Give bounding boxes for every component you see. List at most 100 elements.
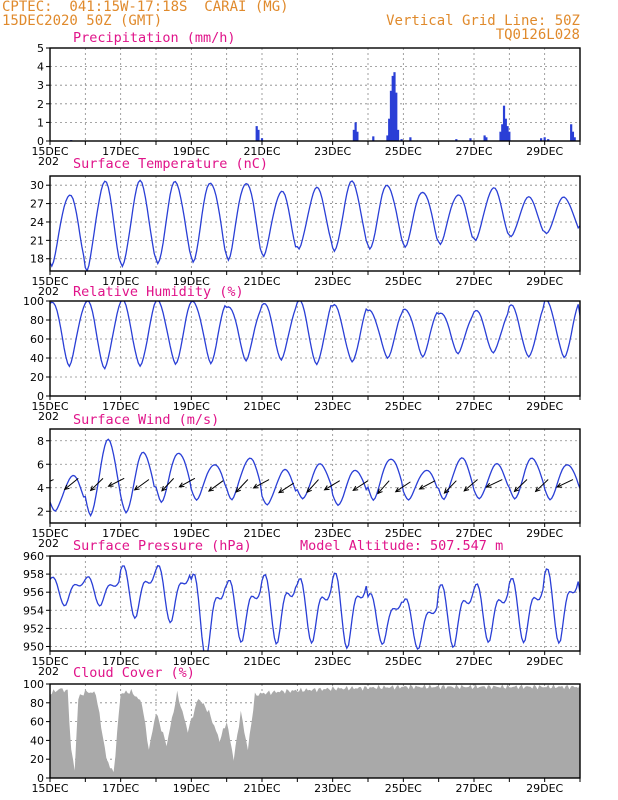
y-tick-label: 27 xyxy=(30,198,44,211)
wind-arrow-shaft xyxy=(419,480,436,490)
wind-arrow-head xyxy=(352,485,359,491)
x-tick-label: 17DEC xyxy=(102,782,139,795)
panel-6: 0 20 40 60 80 100 15DEC 17DEC 19DEC 21DEC 23DEC 25D… xyxy=(23,665,581,795)
panel-data xyxy=(50,564,580,651)
wind-arrow xyxy=(50,479,54,482)
wind-arrow-shaft xyxy=(90,477,104,491)
x-tick-label: 15DEC xyxy=(31,527,68,540)
x-tick-label: 17DEC xyxy=(102,400,139,413)
x-tick-label: 21DEC xyxy=(243,400,280,413)
wind-arrow xyxy=(463,479,478,492)
wind-arrow-shaft xyxy=(108,477,125,487)
y-tick-label: 20 xyxy=(30,753,44,766)
wind-arrow-head xyxy=(534,486,541,493)
y-tick-label: 2 xyxy=(37,505,44,518)
wind-arrow-shaft xyxy=(556,479,574,488)
panel-frame xyxy=(49,428,581,524)
series-line xyxy=(50,301,580,371)
x-tick-label: 27DEC xyxy=(455,527,492,540)
x-tick-label: 15DEC xyxy=(31,400,68,413)
panel-frame xyxy=(49,300,581,397)
precip-bar xyxy=(508,131,511,141)
precip-bar xyxy=(356,131,359,141)
wind-arrow-head xyxy=(252,483,259,489)
precip-bar xyxy=(388,118,391,141)
precip-bar xyxy=(393,72,396,141)
header-date: 15DEC2020 50Z (GMT) xyxy=(2,13,163,29)
precip-bar xyxy=(502,105,506,141)
y-tick-label: 8 xyxy=(37,435,44,448)
precip-bar xyxy=(543,137,546,141)
x-tick-label: 19DEC xyxy=(173,655,210,668)
wind-arrow xyxy=(394,481,411,493)
wind-arrow-shaft xyxy=(486,479,503,488)
y-tick-label: 40 xyxy=(30,734,44,747)
wind-arrow xyxy=(513,479,528,493)
wind-arrow-shaft xyxy=(444,480,457,494)
wind-arrow-shaft xyxy=(179,477,196,488)
precip-bar xyxy=(255,126,258,141)
x-tick-label: 23DEC xyxy=(314,655,351,668)
wind-arrow xyxy=(63,477,79,491)
panel-1: 0 1 2 3 4 5 15DEC 17DEC 19DEC 21DEC 23DEC 25DEC 27DE… xyxy=(31,30,581,168)
x-tick-label: 25DEC xyxy=(385,145,422,158)
panel-3: 0 20 40 60 80 100 15DEC 17DEC 19DEC 21DEC 23DEC 25D… xyxy=(23,284,581,423)
x-tick-label: 29DEC xyxy=(526,527,563,540)
wind-arrow-head xyxy=(306,487,312,494)
precip-bar xyxy=(573,137,576,141)
wind-arrow-head xyxy=(107,481,114,487)
wind-arrow xyxy=(443,480,457,494)
x-year-label: 202 xyxy=(38,285,59,298)
precip-bar xyxy=(386,135,389,141)
y-tick-label: 100 xyxy=(23,295,44,308)
y-tick-label: 80 xyxy=(30,697,44,710)
wind-arrow-shaft xyxy=(208,480,224,492)
wind-arrow xyxy=(252,479,270,489)
x-tick-label: 21DEC xyxy=(243,655,280,668)
panel-data xyxy=(50,684,580,778)
wind-arrow-head xyxy=(323,485,330,491)
x-tick-label: 25DEC xyxy=(385,782,422,795)
wind-arrow xyxy=(377,480,390,495)
wind-arrow xyxy=(323,480,340,491)
y-tick-label: 60 xyxy=(30,716,44,729)
x-tick-label: 17DEC xyxy=(102,527,139,540)
precip-bar xyxy=(257,129,260,141)
x-tick-label: 19DEC xyxy=(173,275,210,288)
wind-arrow-head xyxy=(89,485,96,492)
wind-arrow-shaft xyxy=(253,479,270,489)
x-tick-label: 27DEC xyxy=(455,145,492,158)
x-year-label: 202 xyxy=(38,665,59,678)
precip-bar xyxy=(354,122,357,141)
x-tick-label: 19DEC xyxy=(173,527,210,540)
x-tick-label: 21DEC xyxy=(243,527,280,540)
x-tick-label: 17DEC xyxy=(102,145,139,158)
x-tick-label: 29DEC xyxy=(526,400,563,413)
x-tick-label: 25DEC xyxy=(385,275,422,288)
precip-bar xyxy=(485,137,488,141)
y-tick-label: 21 xyxy=(30,234,44,247)
panel-data xyxy=(70,72,576,141)
panel-data xyxy=(50,438,580,518)
x-tick-label: 21DEC xyxy=(243,782,280,795)
wind-arrow-shaft xyxy=(377,480,390,494)
y-tick-label: 100 xyxy=(23,678,44,691)
wind-arrow-shaft xyxy=(395,481,411,493)
wind-arrow-shaft xyxy=(64,477,79,490)
panel-title: Surface Pressure (hPa) xyxy=(73,538,252,554)
x-tick-label: 29DEC xyxy=(526,145,563,158)
wind-arrow-shaft xyxy=(535,479,549,492)
y-tick-label: 6 xyxy=(37,458,44,471)
wind-arrow xyxy=(352,480,369,491)
panel-title: Surface Temperature (nC) xyxy=(73,156,268,172)
panel-data xyxy=(50,179,580,271)
x-year-label: 202 xyxy=(38,537,59,550)
y-tick-label: 30 xyxy=(30,179,44,192)
x-tick-label: 15DEC xyxy=(31,782,68,795)
y-tick-label: 0 xyxy=(37,772,44,785)
x-tick-label: 23DEC xyxy=(314,145,351,158)
x-tick-label: 27DEC xyxy=(455,400,492,413)
wind-arrow xyxy=(89,477,104,492)
wind-arrow xyxy=(161,478,175,492)
